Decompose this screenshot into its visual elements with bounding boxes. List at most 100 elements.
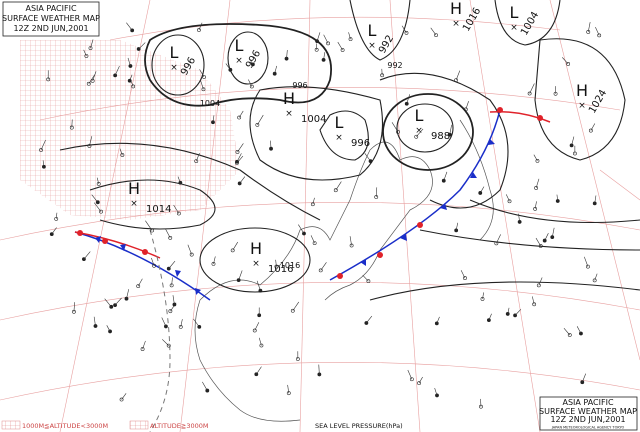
station xyxy=(454,78,458,82)
wind-barb xyxy=(256,280,261,291)
station xyxy=(189,252,194,257)
station xyxy=(136,284,141,289)
pressure-kind: L xyxy=(335,113,344,132)
station xyxy=(131,84,136,89)
wind-barb xyxy=(83,251,91,260)
wind-barb xyxy=(114,66,120,76)
wind-barb xyxy=(114,297,122,306)
wind-barb xyxy=(238,110,244,118)
wind-barb xyxy=(348,32,351,40)
station xyxy=(538,244,543,248)
station xyxy=(507,199,512,204)
header-line: 12Z 2ND JUN,2001 xyxy=(13,24,88,33)
station xyxy=(197,28,201,32)
wind-barb xyxy=(320,262,327,271)
wind-barb xyxy=(119,148,123,156)
wind-barb xyxy=(594,273,598,281)
station xyxy=(597,33,602,38)
station xyxy=(39,148,43,152)
wind-barb xyxy=(292,301,300,311)
wind-barb xyxy=(584,256,589,267)
isobar-label: 1004 xyxy=(200,99,220,108)
station xyxy=(333,188,338,193)
coastline xyxy=(194,119,494,422)
pressure-center: × xyxy=(130,199,138,209)
wind-barb xyxy=(335,181,342,191)
wind-barb xyxy=(173,204,180,214)
wind-barb xyxy=(92,71,97,81)
wind-barb xyxy=(171,277,173,286)
station xyxy=(166,343,171,348)
station xyxy=(310,202,315,207)
wind-barb xyxy=(180,319,183,327)
wind-barb xyxy=(551,227,555,238)
station xyxy=(90,78,95,83)
station xyxy=(87,144,92,148)
wind-barb xyxy=(418,376,423,384)
wind-barb xyxy=(177,176,181,183)
pressure-center: × xyxy=(415,126,423,136)
wind-barb xyxy=(137,278,143,287)
wind-barb xyxy=(318,364,320,375)
wind-barb xyxy=(200,80,204,90)
altitude-boundary xyxy=(149,229,171,432)
wind-barb xyxy=(287,384,290,394)
wind-barb xyxy=(518,213,520,222)
station xyxy=(409,377,414,382)
wind-barb xyxy=(337,41,343,51)
wind-barb xyxy=(514,309,522,316)
legend-text: ALTITUDE≧3000M xyxy=(150,422,209,430)
pressure-value: 988 xyxy=(431,131,450,142)
wind-barb xyxy=(96,177,100,184)
wind-barb xyxy=(248,58,254,65)
agency: JAPAN METEOROLOGICAL AGENCY TOKYO xyxy=(551,426,625,430)
wind-barb xyxy=(274,65,277,74)
wind-barb xyxy=(275,259,277,267)
wind-barb xyxy=(391,122,399,132)
station xyxy=(535,159,540,163)
pressure-center: × xyxy=(252,259,260,269)
station xyxy=(588,128,593,133)
wind-barb xyxy=(529,83,535,94)
station xyxy=(237,115,242,120)
wind-barb xyxy=(138,42,146,50)
wind-barb xyxy=(430,27,437,36)
pressure-center: × xyxy=(452,19,460,29)
station xyxy=(255,122,260,127)
station xyxy=(236,278,241,282)
station xyxy=(396,129,400,134)
wind-barb xyxy=(594,195,597,204)
legend-swatch xyxy=(129,420,149,430)
pressure-kind: L xyxy=(235,36,244,55)
station xyxy=(536,283,541,288)
wind-barb xyxy=(362,274,369,282)
station xyxy=(434,33,438,38)
header-box xyxy=(2,1,100,37)
wind-barb xyxy=(256,366,262,375)
wind-barb xyxy=(161,317,167,327)
wind-barb xyxy=(488,313,492,321)
wind-barb xyxy=(73,302,75,312)
pressure-kind: H xyxy=(128,179,140,198)
wind-barb xyxy=(406,94,411,104)
wind-barb xyxy=(455,70,461,81)
wind-barb xyxy=(479,186,485,194)
station xyxy=(150,228,154,233)
station xyxy=(318,268,323,273)
wind-barb xyxy=(193,318,200,328)
wind-barb xyxy=(90,39,94,49)
pressure-center: × xyxy=(368,41,376,51)
wind-barb xyxy=(465,101,469,110)
wind-barb xyxy=(198,22,203,31)
wind-barb xyxy=(258,337,262,346)
station xyxy=(88,46,93,51)
pressure-center: × xyxy=(170,63,178,73)
station xyxy=(152,263,156,268)
wind-barb xyxy=(162,339,169,346)
wind-barb xyxy=(401,25,407,34)
station xyxy=(340,48,345,52)
station xyxy=(119,397,124,402)
wind-barb xyxy=(199,69,205,78)
station xyxy=(86,81,91,86)
